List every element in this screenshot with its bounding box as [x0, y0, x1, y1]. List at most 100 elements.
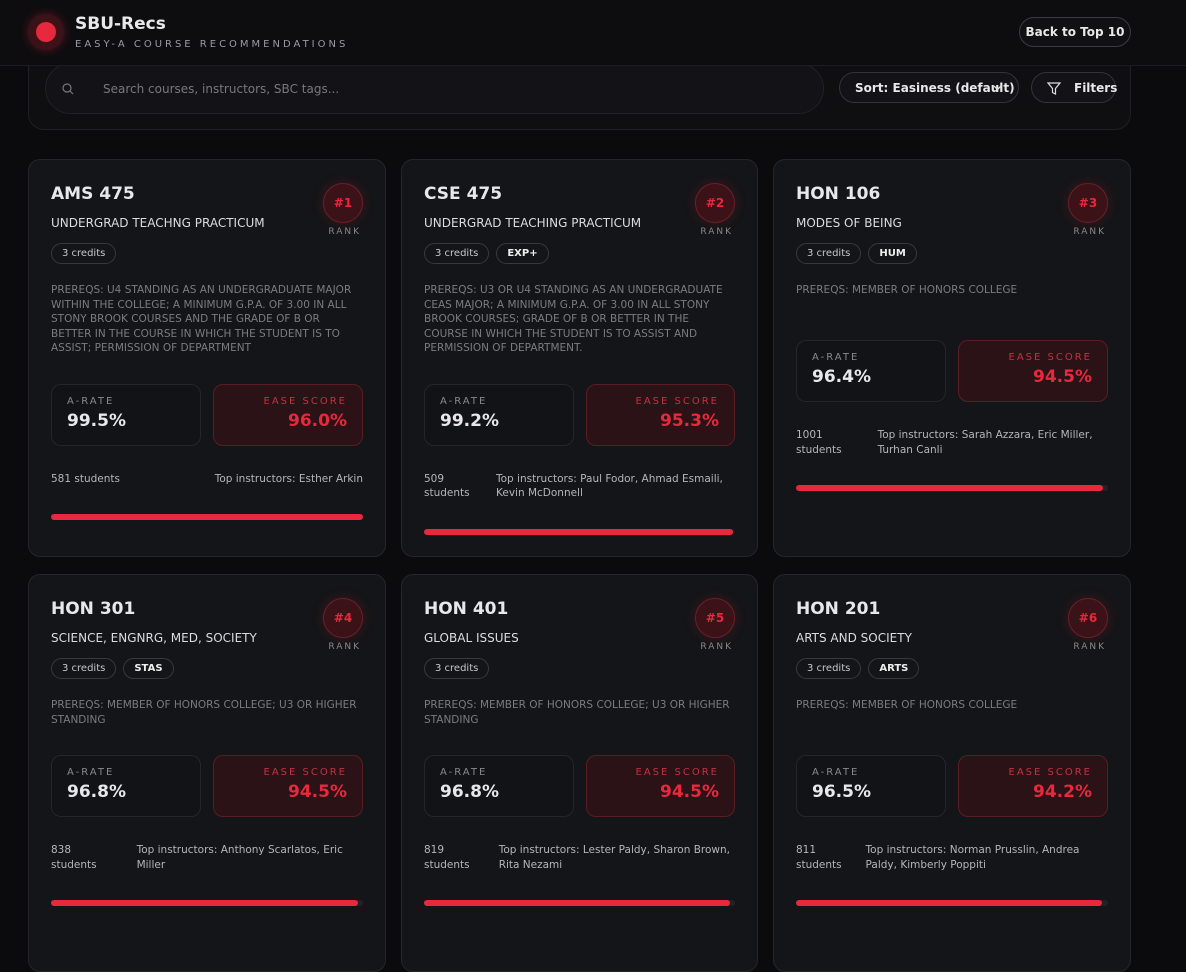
course-card[interactable]: HON 301 SCIENCE, ENGNRG, MED, SOCIETY #4 RA…: [28, 574, 386, 972]
chip-row: 3 credits: [424, 658, 735, 679]
credits-chip: 3 credits: [796, 658, 862, 679]
rank-badge: #6: [1068, 598, 1108, 638]
progress-track: [796, 900, 1108, 906]
instructors: Top instructors: Norman Prusslin, Andrea…: [865, 844, 1080, 871]
progress-track: [51, 514, 363, 520]
stats-row: A-RATE 96.8% EASE SCORE 94.5%: [51, 755, 363, 817]
course-card[interactable]: AMS 475 UNDERGRAD TEACHNG PRACTICUM #1 RANK…: [28, 159, 386, 557]
chip-row: 3 credits ARTS: [796, 658, 1108, 679]
filter-icon: [1047, 82, 1061, 95]
ease-value: 94.5%: [1033, 367, 1092, 387]
course-title: GLOBAL ISSUES: [424, 631, 519, 645]
ease-value: 94.5%: [660, 782, 719, 802]
prereqs: PREREQS: U3 OR U4 STANDING AS AN UNDERGR…: [424, 284, 723, 354]
progress-fill: [796, 900, 1103, 906]
credits-chip: 3 credits: [424, 243, 490, 264]
prereqs: PREREQS: MEMBER OF HONORS COLLEGE; U3 OR…: [51, 699, 357, 726]
course-code: HON 201: [796, 599, 881, 619]
rank-label: RANK: [700, 227, 733, 237]
progress-fill: [796, 485, 1104, 491]
a-rate-label: A-RATE: [440, 395, 488, 407]
students: 1001 students: [796, 429, 842, 456]
students: 811 students: [796, 844, 842, 871]
a-rate-label: A-RATE: [67, 395, 115, 407]
credits-chip: 3 credits: [796, 243, 862, 264]
a-rate-value: 99.5%: [67, 410, 126, 431]
course-card[interactable]: HON 401 GLOBAL ISSUES #5 RANK 3 credits PRERE…: [401, 574, 758, 972]
course-code: AMS 475: [51, 184, 135, 204]
progress-fill: [51, 514, 363, 520]
instructors: Top instructors: Lester Paldy, Sharon Br…: [498, 844, 730, 871]
rank-label: RANK: [328, 642, 361, 652]
stats-row: A-RATE 96.8% EASE SCORE 94.5%: [424, 755, 735, 817]
ease-value: 94.5%: [288, 782, 347, 802]
instructors: Top instructors: Paul Fodor, Ahmad Esmai…: [496, 472, 723, 500]
a-rate-value: 96.5%: [812, 782, 871, 802]
tag-chip: ARTS: [868, 658, 920, 679]
course-card[interactable]: CSE 475 UNDERGRAD TEACHING PRACTICUM #2 RAN…: [401, 159, 758, 557]
course-code: CSE 475: [424, 184, 503, 204]
chip-row: 3 credits STAS: [51, 658, 363, 679]
ease-label: EASE SCORE: [263, 767, 347, 778]
course-title: MODES OF BEING: [796, 216, 902, 230]
app-title: SBU-Recs: [75, 14, 166, 34]
credits-chip: 3 credits: [51, 243, 117, 264]
progress-track: [796, 485, 1108, 491]
rank-label: RANK: [700, 642, 733, 652]
tag-chip: HUM: [868, 243, 917, 264]
students: 581 students: [51, 472, 120, 485]
info-row: 838 students Top instructors: Anthony Sca…: [51, 843, 363, 872]
course-card[interactable]: HON 106 MODES OF BEING #3 RANK 3 credits HUM P…: [773, 159, 1131, 557]
course-card[interactable]: HON 201 ARTS AND SOCIETY #6 RANK 3 credits AR…: [773, 574, 1131, 972]
ease-box: EASE SCORE 94.5%: [585, 755, 735, 817]
progress-track: [424, 900, 735, 906]
ease-label: EASE SCORE: [1008, 767, 1092, 778]
instructors: Top instructors: Sarah Azzara, Eric Mill…: [877, 429, 1093, 456]
search-icon: [62, 83, 74, 95]
rank-badge: #4: [323, 598, 363, 638]
progress-track: [51, 900, 363, 906]
tag-chip: EXP+: [496, 243, 549, 264]
course-title: ARTS AND SOCIETY: [796, 631, 912, 645]
sort-button[interactable]: Sort: Easiness (default): [839, 72, 1019, 103]
ease-value: 94.2%: [1033, 782, 1092, 802]
course-title: UNDERGRAD TEACHNG PRACTICUM: [51, 216, 265, 230]
chip-row: 3 credits EXP+: [424, 243, 735, 264]
ease-box: EASE SCORE 94.2%: [958, 755, 1108, 817]
ease-value: 96.0%: [288, 410, 347, 431]
info-row: 509 students Top instructors: Paul Fodor,…: [424, 472, 735, 501]
rank-badge: #2: [695, 183, 735, 223]
credits-chip: 3 credits: [51, 658, 117, 679]
rank-badge: #3: [1068, 183, 1108, 223]
progress-fill: [424, 528, 733, 535]
ease-label: EASE SCORE: [635, 395, 719, 407]
sort-label: Sort: Easiness (default): [855, 80, 1015, 95]
a-rate-label: A-RATE: [812, 767, 860, 778]
ease-box: EASE SCORE 94.5%: [958, 340, 1108, 402]
stats-row: A-RATE 99.5% EASE SCORE 96.0%: [51, 383, 363, 446]
search-placeholder: Search courses, instructors, SBC tags...: [103, 81, 340, 96]
progress-track: [424, 528, 735, 535]
students: 509 students: [424, 472, 470, 500]
search-input[interactable]: Search courses, instructors, SBC tags...: [45, 63, 824, 114]
ease-label: EASE SCORE: [1008, 352, 1092, 363]
a-rate-box: A-RATE 96.5%: [796, 755, 946, 817]
instructors: Top instructors: Anthony Scarlatos, Eric…: [136, 844, 343, 871]
prereqs: PREREQS: MEMBER OF HONORS COLLEGE: [796, 699, 1018, 711]
stats-row: A-RATE 96.4% EASE SCORE 94.5%: [796, 340, 1108, 402]
back-button[interactable]: Back to Top 10: [1019, 17, 1131, 47]
a-rate-box: A-RATE 96.8%: [51, 755, 201, 817]
rank-label: RANK: [1073, 642, 1106, 652]
filters-button[interactable]: Filters: [1031, 72, 1118, 103]
course-code: HON 301: [51, 599, 136, 619]
a-rate-value: 99.2%: [440, 410, 499, 431]
header: SBU-Recs EASY-A COURSE RECOMMENDATIONS B…: [0, 0, 1186, 66]
filters-label: Filters: [1074, 80, 1118, 95]
info-row: 819 students Top instructors: Lester Pald…: [424, 843, 735, 872]
tag-chip: STAS: [123, 658, 174, 679]
prereqs: PREREQS: U4 STANDING AS AN UNDERGRADUATE…: [51, 284, 352, 354]
course-title: UNDERGRAD TEACHING PRACTICUM: [424, 216, 642, 230]
ease-label: EASE SCORE: [635, 767, 719, 778]
a-rate-label: A-RATE: [812, 352, 860, 363]
